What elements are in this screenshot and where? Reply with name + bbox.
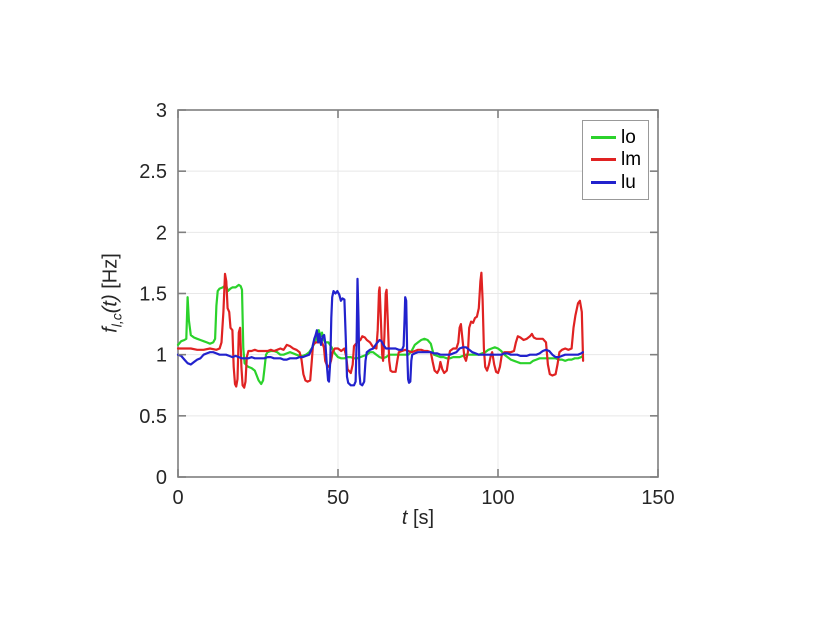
y-axis-label-unit: [Hz] <box>99 253 122 289</box>
y-axis-label-symbol: f <box>99 327 122 333</box>
y-axis-label-subscript: l,c <box>108 313 125 328</box>
legend-line-sample-lm <box>591 158 616 162</box>
legend-item-lm: lm <box>591 150 648 169</box>
x-tick-label: 100 <box>481 487 514 509</box>
legend-label-lm: lm <box>621 149 642 171</box>
y-axis-label: fl,c(t) [Hz] <box>100 253 125 333</box>
series-line-lu <box>176 277 584 387</box>
legend-line-sample-lu <box>591 181 616 185</box>
legend-item-lo: lo <box>591 128 648 147</box>
y-tick-label: 3 <box>156 100 167 122</box>
x-axis-label-symbol: t <box>401 507 408 529</box>
legend-item-lu: lu <box>591 173 648 192</box>
x-axis-label-unit: [s] <box>413 507 435 529</box>
x-tick-label: 50 <box>327 487 349 509</box>
series-line-lo <box>176 283 584 386</box>
y-tick-label: 1 <box>156 345 167 367</box>
y-tick-label: 0 <box>156 467 167 489</box>
legend: lo lm lu <box>582 120 649 200</box>
x-tick-label: 0 <box>172 487 183 509</box>
y-tick-label: 1.5 <box>139 284 167 306</box>
x-tick-label: 150 <box>641 487 674 509</box>
x-axis-label: t [s] <box>178 507 658 530</box>
y-axis-label-arg: (t) <box>99 294 122 314</box>
series-line-lm <box>176 271 585 389</box>
y-tick-label: 2.5 <box>139 161 167 183</box>
y-tick-label: 2 <box>156 222 167 244</box>
legend-line-sample-lo <box>591 135 616 139</box>
y-tick-label: 0.5 <box>139 406 167 428</box>
legend-label-lo: lo <box>621 126 636 148</box>
legend-label-lu: lu <box>621 172 636 194</box>
